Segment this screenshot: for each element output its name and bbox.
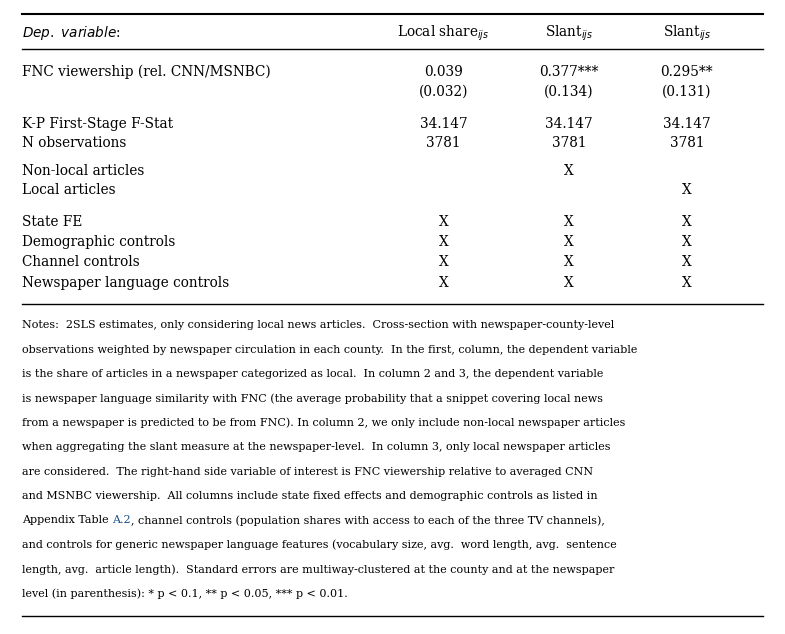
- Text: 0.295**: 0.295**: [660, 65, 714, 79]
- Text: and controls for generic newspaper language features (vocabulary size, avg.  wor: and controls for generic newspaper langu…: [22, 540, 617, 550]
- Text: X: X: [564, 164, 574, 178]
- Text: 3781: 3781: [552, 136, 586, 150]
- Text: X: X: [439, 256, 448, 269]
- Text: X: X: [439, 235, 448, 249]
- Text: 3781: 3781: [670, 136, 704, 150]
- Text: 34.147: 34.147: [546, 117, 593, 131]
- Text: Demographic controls: Demographic controls: [22, 235, 175, 249]
- Text: X: X: [564, 276, 574, 290]
- Text: (0.131): (0.131): [662, 85, 712, 99]
- Text: X: X: [682, 256, 692, 269]
- Text: X: X: [564, 235, 574, 249]
- Text: , channel controls (population shares with access to each of the three TV channe: , channel controls (population shares wi…: [131, 515, 604, 526]
- Text: Local share$_{ijs}$: Local share$_{ijs}$: [397, 23, 490, 42]
- Text: State FE: State FE: [22, 215, 82, 229]
- Text: and MSNBC viewership.  All columns include state fixed effects and demographic c: and MSNBC viewership. All columns includ…: [22, 491, 597, 501]
- Text: (0.032): (0.032): [418, 85, 469, 99]
- Text: X: X: [682, 183, 692, 197]
- Text: X: X: [682, 235, 692, 249]
- Text: from a newspaper is predicted to be from FNC). In column 2, we only include non-: from a newspaper is predicted to be from…: [22, 418, 626, 429]
- Text: A.2: A.2: [112, 515, 131, 526]
- Text: is the share of articles in a newspaper categorized as local.  In column 2 and 3: is the share of articles in a newspaper …: [22, 369, 604, 379]
- Text: level (in parenthesis): * p < 0.1, ** p < 0.05, *** p < 0.01.: level (in parenthesis): * p < 0.1, ** p …: [22, 588, 348, 599]
- Text: X: X: [439, 276, 448, 290]
- Text: observations weighted by newspaper circulation in each county.  In the first, co: observations weighted by newspaper circu…: [22, 345, 637, 354]
- Text: is newspaper language similarity with FNC (the average probability that a snippe: is newspaper language similarity with FN…: [22, 393, 603, 404]
- Text: Appendix Table: Appendix Table: [22, 515, 112, 526]
- Text: Slant$_{ijs}$: Slant$_{ijs}$: [663, 23, 711, 42]
- Text: FNC viewership (rel. CNN/MSNBC): FNC viewership (rel. CNN/MSNBC): [22, 65, 271, 79]
- Text: Channel controls: Channel controls: [22, 256, 140, 269]
- Text: Notes:  2SLS estimates, only considering local news articles.  Cross-section wit: Notes: 2SLS estimates, only considering …: [22, 320, 614, 330]
- Text: length, avg.  article length).  Standard errors are multiway-clustered at the co: length, avg. article length). Standard e…: [22, 564, 615, 575]
- Text: X: X: [682, 276, 692, 290]
- Text: 3781: 3781: [426, 136, 461, 150]
- Text: Non-local articles: Non-local articles: [22, 164, 144, 178]
- Text: X: X: [682, 215, 692, 229]
- Text: $\it{Dep.}$ $\it{variable}$:: $\it{Dep.}$ $\it{variable}$:: [22, 24, 121, 42]
- Text: N observations: N observations: [22, 136, 126, 150]
- Text: 34.147: 34.147: [420, 117, 467, 131]
- Text: X: X: [439, 215, 448, 229]
- Text: Newspaper language controls: Newspaper language controls: [22, 276, 229, 290]
- Text: X: X: [564, 256, 574, 269]
- Text: 34.147: 34.147: [663, 117, 710, 131]
- Text: 0.377***: 0.377***: [539, 65, 599, 79]
- Text: X: X: [564, 215, 574, 229]
- Text: Local articles: Local articles: [22, 183, 115, 197]
- Text: K-P First-Stage F-Stat: K-P First-Stage F-Stat: [22, 117, 173, 131]
- Text: 0.039: 0.039: [424, 65, 463, 79]
- Text: when aggregating the slant measure at the newspaper-level.  In column 3, only lo: when aggregating the slant measure at th…: [22, 443, 611, 452]
- Text: Slant$_{ijs}$: Slant$_{ijs}$: [545, 23, 593, 42]
- Text: are considered.  The right-hand side variable of interest is FNC viewership rela: are considered. The right-hand side vari…: [22, 467, 593, 477]
- Text: (0.134): (0.134): [544, 85, 594, 99]
